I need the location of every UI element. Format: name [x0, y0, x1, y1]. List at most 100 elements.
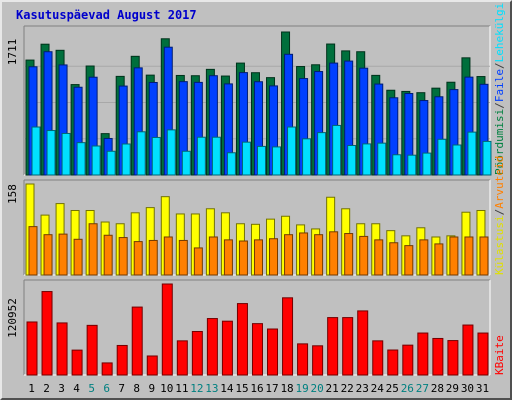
bar-kbytes — [372, 340, 384, 376]
x-tick-label: 24 — [371, 382, 385, 395]
bar-pages — [46, 130, 56, 176]
x-tick-label: 27 — [416, 382, 429, 395]
legend-panel-2: Külastusi/Arvuteid — [493, 156, 506, 275]
x-tick-label: 15 — [235, 382, 248, 395]
x-tick-label: 23 — [356, 382, 369, 395]
bar-kbytes — [297, 343, 309, 376]
bar-pages — [61, 132, 71, 176]
bar-sites — [133, 241, 143, 276]
bar-sites — [389, 242, 399, 276]
x-tick-label: 21 — [326, 382, 339, 395]
bar-sites — [404, 245, 414, 276]
bar-kbytes — [86, 324, 98, 376]
bar-sites — [299, 232, 309, 276]
bar-kbytes — [282, 297, 294, 376]
bar-sites — [314, 234, 324, 276]
bar-sites — [178, 239, 188, 276]
legend-panel-2-item: Arvuteid — [493, 156, 506, 209]
x-tick-label: 29 — [446, 382, 459, 395]
bar-sites — [449, 236, 459, 276]
legend-panel-1-item: / — [493, 62, 506, 69]
bar-pages — [377, 142, 387, 176]
bar-pages — [106, 150, 116, 176]
x-tick-label: 19 — [295, 382, 308, 395]
bar-sites — [253, 239, 263, 276]
bar-kbytes — [312, 345, 324, 376]
bar-sites — [103, 234, 113, 276]
bar-pages — [407, 154, 417, 176]
bar-kbytes — [131, 306, 143, 376]
bar-kbytes — [26, 321, 38, 376]
legend-panel-3-item: KBaite — [493, 335, 506, 375]
x-tick-label: 18 — [280, 382, 293, 395]
bar-kbytes — [447, 340, 459, 376]
bar-pages — [211, 136, 221, 176]
bar-sites — [163, 236, 173, 276]
bar-kbytes — [176, 340, 188, 376]
bar-pages — [151, 136, 161, 176]
legend-panel-1-item: Lehekülgi — [493, 3, 506, 63]
panel-3-max-label: 120952 — [6, 298, 19, 338]
x-tick-label: 7 — [118, 382, 125, 395]
x-tick-label: 16 — [250, 382, 263, 395]
bar-pages — [136, 131, 146, 176]
x-tick-label: 9 — [148, 382, 155, 395]
bar-sites — [269, 238, 279, 276]
x-tick-label: 20 — [311, 382, 324, 395]
x-tick-label: 14 — [220, 382, 234, 395]
bar-kbytes — [221, 320, 233, 376]
x-tick-label: 25 — [386, 382, 399, 395]
x-tick-label: 10 — [160, 382, 173, 395]
chart-title: Kasutuspäevad August 2017 — [16, 8, 197, 22]
bar-pages — [76, 142, 86, 176]
bar-sites — [344, 233, 354, 276]
bar-pages — [317, 132, 327, 176]
bar-pages — [302, 138, 312, 176]
bar-sites — [208, 236, 218, 276]
bar-kbytes — [236, 303, 248, 376]
bar-sites — [43, 234, 53, 276]
bar-pages — [241, 141, 251, 176]
x-tick-label: 1 — [28, 382, 35, 395]
bar-kbytes — [191, 330, 203, 376]
legend-panel-3: KBaite — [493, 335, 506, 375]
bar-kbytes — [267, 328, 279, 376]
bar-kbytes — [41, 291, 53, 376]
bar-kbytes — [387, 349, 399, 376]
bar-sites — [193, 247, 203, 276]
bar-kbytes — [206, 318, 218, 376]
x-tick-label: 4 — [73, 382, 80, 395]
bar-pages — [362, 143, 372, 176]
bar-kbytes — [146, 355, 158, 376]
panel-2-max-label: 158 — [6, 184, 19, 204]
bar-kbytes — [251, 323, 263, 376]
x-tick-label: 12 — [190, 382, 203, 395]
bar-sites — [479, 236, 489, 276]
legend-panel-1-item: Pöördumisi — [493, 109, 506, 175]
bar-pages — [226, 152, 236, 176]
x-tick-label: 13 — [205, 382, 218, 395]
bar-sites — [148, 239, 158, 276]
bar-kbytes — [327, 317, 339, 376]
x-tick-label: 6 — [103, 382, 110, 395]
legend-panel-1: Pöördumisi/Faile/Lehekülgi — [493, 3, 506, 175]
x-tick-label: 3 — [58, 382, 65, 395]
bar-pages — [256, 145, 266, 176]
bar-kbytes — [402, 344, 414, 376]
bar-sites — [284, 234, 294, 276]
bar-kbytes — [116, 344, 128, 376]
bar-pages — [166, 129, 176, 176]
bar-pages — [347, 144, 357, 176]
bar-pages — [181, 150, 191, 176]
x-tick-label: 8 — [133, 382, 140, 395]
bar-sites — [464, 236, 474, 276]
legend-panel-1-item: / — [493, 102, 506, 109]
bar-sites — [73, 238, 83, 276]
bar-sites — [434, 243, 444, 276]
bar-kbytes — [101, 362, 113, 376]
bar-sites — [58, 233, 68, 276]
x-tick-label: 26 — [401, 382, 414, 395]
bar-pages — [437, 138, 447, 176]
bar-pages — [482, 140, 492, 176]
